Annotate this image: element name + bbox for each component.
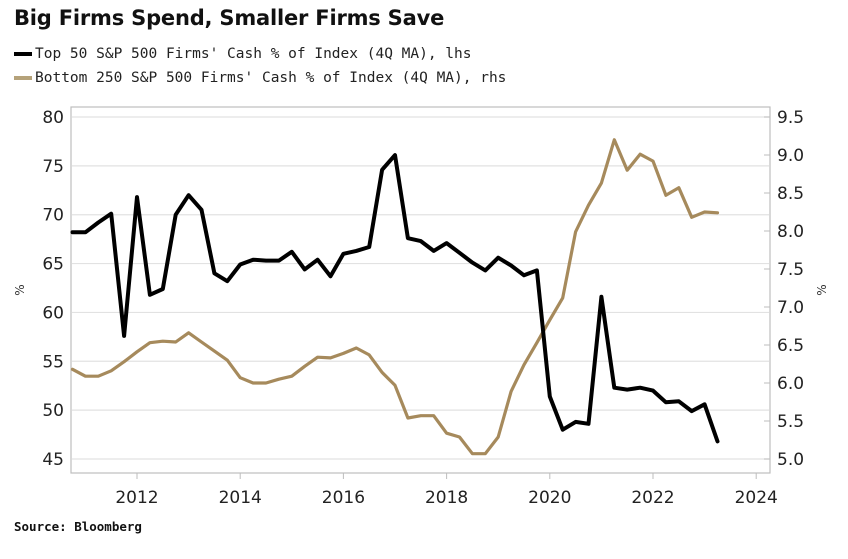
left-tick-label: 45 (42, 450, 64, 470)
left-axis-unit-label: % (13, 284, 27, 295)
source-note: Source: Bloomberg (14, 519, 142, 534)
x-tick-label: 2024 (735, 488, 778, 508)
left-tick-label: 50 (42, 401, 64, 421)
right-tick-label: 9.0 (777, 146, 804, 166)
left-tick-label: 65 (42, 255, 64, 275)
legend-label-bottom250: Bottom 250 S&P 500 Firms' Cash % of Inde… (35, 70, 507, 86)
left-tick-label: 70 (42, 206, 64, 226)
left-tick-label: 75 (42, 157, 64, 177)
right-tick-label: 7.5 (777, 260, 804, 280)
axes (70, 106, 771, 474)
right-tick-label: 9.5 (777, 108, 804, 128)
right-tick-label: 6.0 (777, 374, 804, 394)
legend-item-top50: Top 50 S&P 500 Firms' Cash % of Index (4… (14, 42, 506, 66)
legend-label-top50: Top 50 S&P 500 Firms' Cash % of Index (4… (35, 46, 472, 62)
x-tick-label: 2016 (322, 488, 365, 508)
series-line-bottom250 (70, 138, 720, 456)
series-line-top50 (70, 153, 720, 444)
plot-frame (70, 106, 771, 474)
left-tick-label: 80 (42, 108, 64, 128)
grid-lines (72, 116, 769, 460)
left-tick-label: 60 (42, 303, 64, 323)
legend: Top 50 S&P 500 Firms' Cash % of Index (4… (14, 42, 506, 90)
left-axis-ticks: 80 75 70 65 60 55 50 45 (42, 108, 64, 470)
right-axis-ticks: 9.5 9.0 8.5 8.0 7.5 7.0 6.5 6.0 5.5 5.0 (764, 108, 804, 470)
right-tick-label: 5.0 (777, 450, 804, 470)
legend-swatch-bottom250 (14, 76, 32, 80)
left-tick-label: 55 (42, 352, 64, 372)
x-tick-label: 2018 (425, 488, 468, 508)
right-tick-label: 5.5 (777, 412, 804, 432)
x-axis-ticks: 2012 2014 2016 2018 2020 2022 2024 (115, 473, 778, 508)
x-tick-label: 2012 (115, 488, 158, 508)
x-tick-label: 2014 (219, 488, 262, 508)
right-tick-label: 6.5 (777, 336, 804, 356)
legend-swatch-top50 (14, 52, 32, 56)
series-group (70, 138, 720, 456)
right-tick-label: 8.5 (777, 184, 804, 204)
legend-item-bottom250: Bottom 250 S&P 500 Firms' Cash % of Inde… (14, 66, 506, 90)
right-tick-label: 7.0 (777, 298, 804, 318)
x-tick-label: 2020 (528, 488, 571, 508)
right-axis-unit-label: % (815, 284, 829, 295)
x-tick-label: 2022 (631, 488, 674, 508)
chart-title: Big Firms Spend, Smaller Firms Save (14, 6, 445, 30)
right-tick-label: 8.0 (777, 222, 804, 242)
